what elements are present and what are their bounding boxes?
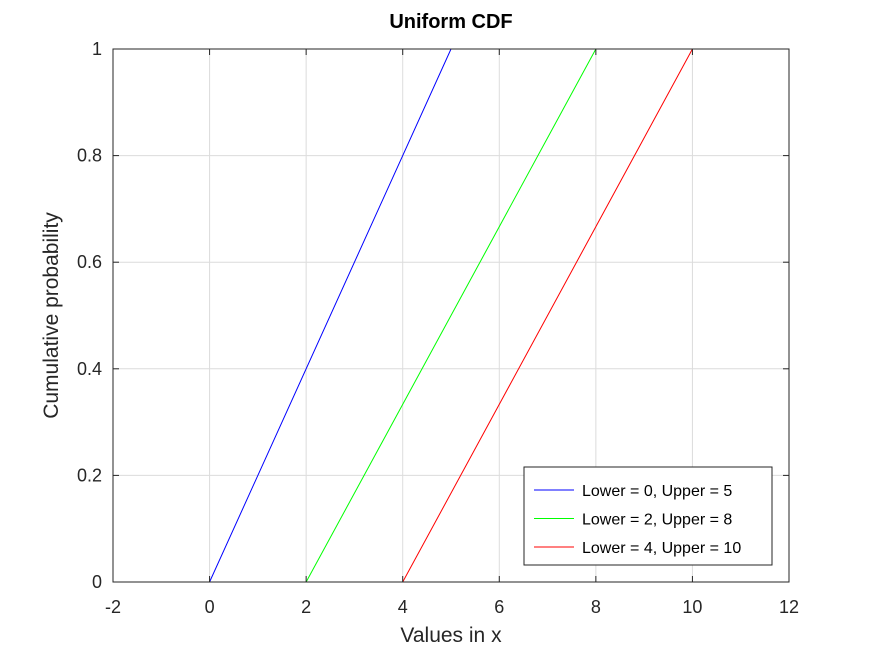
legend-box [523, 466, 773, 566]
legend-entries: Lower = 0, Upper = 5 Lower = 2, Upper = 8… [534, 483, 741, 557]
y-tick-label: 0 [92, 572, 102, 592]
legend-label: Lower = 0, Upper = 5 [582, 483, 732, 500]
y-tick-label: 0.4 [77, 359, 102, 379]
chart-title: Uniform CDF [389, 11, 512, 33]
plot-area-frame [112, 48, 790, 583]
y-tick-label: 0.8 [77, 146, 102, 166]
x-tick-label: 4 [398, 597, 408, 617]
legend-label: Lower = 2, Upper = 8 [582, 512, 732, 529]
x-tick-label: 12 [779, 597, 799, 617]
legend-label: Lower = 4, Upper = 10 [582, 540, 741, 557]
y-axis-label: Cumulative probability [40, 212, 63, 419]
y-tick-label: 0.6 [77, 252, 102, 272]
x-tick-label: 6 [494, 597, 504, 617]
x-axis-label: Values in x [400, 624, 502, 647]
y-tick-label: 1 [92, 39, 102, 59]
legend: Lower = 0, Upper = 5 Lower = 2, Upper = 8… [523, 466, 773, 566]
x-tick-label: -2 [105, 597, 121, 617]
x-tick-label: 0 [205, 597, 215, 617]
y-tick-label: 0.2 [77, 465, 102, 485]
x-tick-label: 10 [682, 597, 702, 617]
x-tick-label: 8 [591, 597, 601, 617]
x-tick-label: 2 [301, 597, 311, 617]
